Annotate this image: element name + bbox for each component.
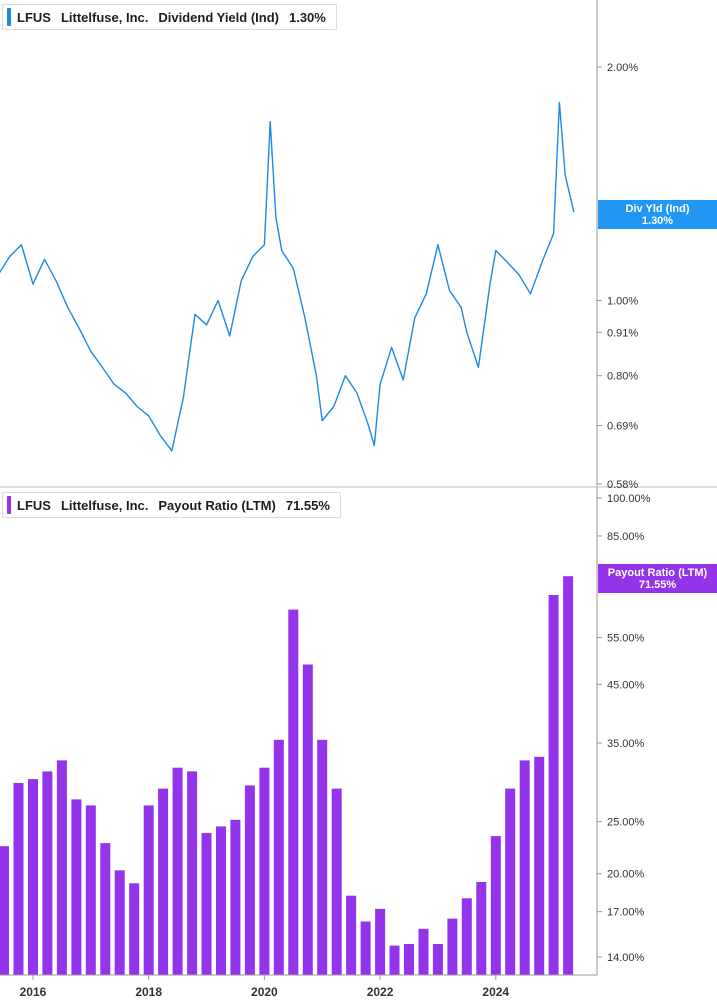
payout-y-tick-label: 20.00% — [607, 869, 645, 881]
payout-bar — [13, 783, 24, 975]
payout-flag-value: 71.55% — [638, 579, 677, 591]
yield-value-flag: Div Yld (Ind) 1.30% — [598, 200, 717, 229]
payout-bar — [28, 779, 38, 975]
payout-bar — [519, 760, 530, 975]
payout-value-flag: Payout Ratio (LTM) 71.55% — [598, 564, 717, 593]
dividend-yield-panel — [0, 101, 575, 452]
payout-bar — [0, 846, 9, 975]
yield-y-tick-label: 0.80% — [607, 371, 638, 383]
legend-ticker: LFUS — [17, 9, 51, 25]
yield-y-tick-label: 0.91% — [607, 327, 638, 339]
payout-bar — [346, 895, 357, 975]
payout-bar — [389, 945, 400, 975]
payout-y-tick-label: 17.00% — [607, 907, 645, 919]
payout-bar — [129, 883, 140, 975]
payout-bar — [404, 944, 414, 975]
legend-value: 71.55% — [285, 497, 330, 513]
payout-bar — [85, 805, 96, 975]
legend-metric: Dividend Yield (Ind) — [158, 9, 279, 25]
payout-ratio-legend[interactable]: LFUS Littelfuse, Inc. Payout Ratio (LTM)… — [2, 492, 341, 518]
yield-flag-value: 1.30% — [641, 215, 674, 227]
payout-bar — [143, 805, 154, 975]
payout-bar — [273, 739, 284, 975]
payout-y-tick-label: 45.00% — [607, 679, 645, 691]
yield-y-tick-label: 1.00% — [607, 295, 638, 307]
payout-flag-label: Payout Ratio (LTM) — [607, 567, 708, 579]
payout-bar — [216, 826, 226, 975]
payout-bar — [563, 576, 574, 975]
payout-y-tick-label: 35.00% — [607, 738, 645, 750]
payout-bar — [548, 595, 559, 975]
payout-bar — [375, 908, 386, 975]
payout-bar — [201, 833, 212, 975]
x-tick-label: 2018 — [135, 985, 162, 999]
payout-bar — [317, 739, 328, 975]
payout-swatch-icon — [7, 496, 11, 514]
yield-y-tick-label: 2.00% — [607, 62, 638, 74]
payout-bar — [490, 836, 501, 975]
payout-y-tick-label: 14.00% — [607, 952, 645, 964]
payout-bar — [71, 799, 82, 975]
dividend-yield-legend[interactable]: LFUS Littelfuse, Inc. Dividend Yield (In… — [2, 4, 337, 30]
legend-company: Littelfuse, Inc. — [60, 497, 149, 513]
payout-bar — [56, 760, 67, 975]
x-tick-label: 2024 — [482, 985, 509, 999]
payout-bar — [230, 819, 241, 975]
payout-bar — [476, 882, 487, 975]
yield-y-tick-label: 0.58% — [607, 479, 638, 491]
yield-flag-label: Div Yld (Ind) — [625, 203, 690, 215]
yield-swatch-icon — [7, 8, 11, 26]
payout-bar — [302, 664, 313, 975]
payout-bar — [244, 785, 255, 975]
payout-y-tick-label: 55.00% — [607, 633, 645, 645]
payout-bar — [114, 870, 125, 975]
x-tick-label: 2020 — [251, 985, 278, 999]
payout-bar — [100, 843, 111, 975]
x-tick-label: 2016 — [20, 985, 47, 999]
payout-bar — [432, 944, 443, 975]
dividend-yield-line — [0, 101, 575, 452]
payout-y-tick-label: 25.00% — [607, 817, 645, 829]
payout-bar — [187, 771, 198, 975]
payout-ratio-panel — [0, 576, 574, 975]
payout-bar — [360, 921, 371, 975]
payout-bar — [172, 767, 183, 975]
legend-ticker: LFUS — [17, 497, 51, 513]
payout-bar — [461, 898, 472, 975]
payout-bar — [288, 609, 299, 975]
payout-y-tick-label: 85.00% — [607, 531, 645, 543]
payout-bar — [418, 928, 429, 975]
legend-company: Littelfuse, Inc. — [60, 9, 149, 25]
payout-bar — [259, 767, 270, 975]
yield-y-tick-label: 0.69% — [607, 420, 638, 432]
payout-bar — [447, 918, 458, 975]
payout-bar — [158, 788, 169, 975]
payout-bar — [534, 756, 545, 975]
payout-y-tick-label: 100.00% — [607, 493, 651, 505]
legend-value: 1.30% — [288, 9, 326, 25]
legend-metric: Payout Ratio (LTM) — [158, 497, 276, 513]
payout-bar — [42, 771, 53, 975]
x-tick-label: 2022 — [367, 985, 394, 999]
payout-bar — [331, 788, 342, 975]
payout-bar — [505, 788, 516, 975]
